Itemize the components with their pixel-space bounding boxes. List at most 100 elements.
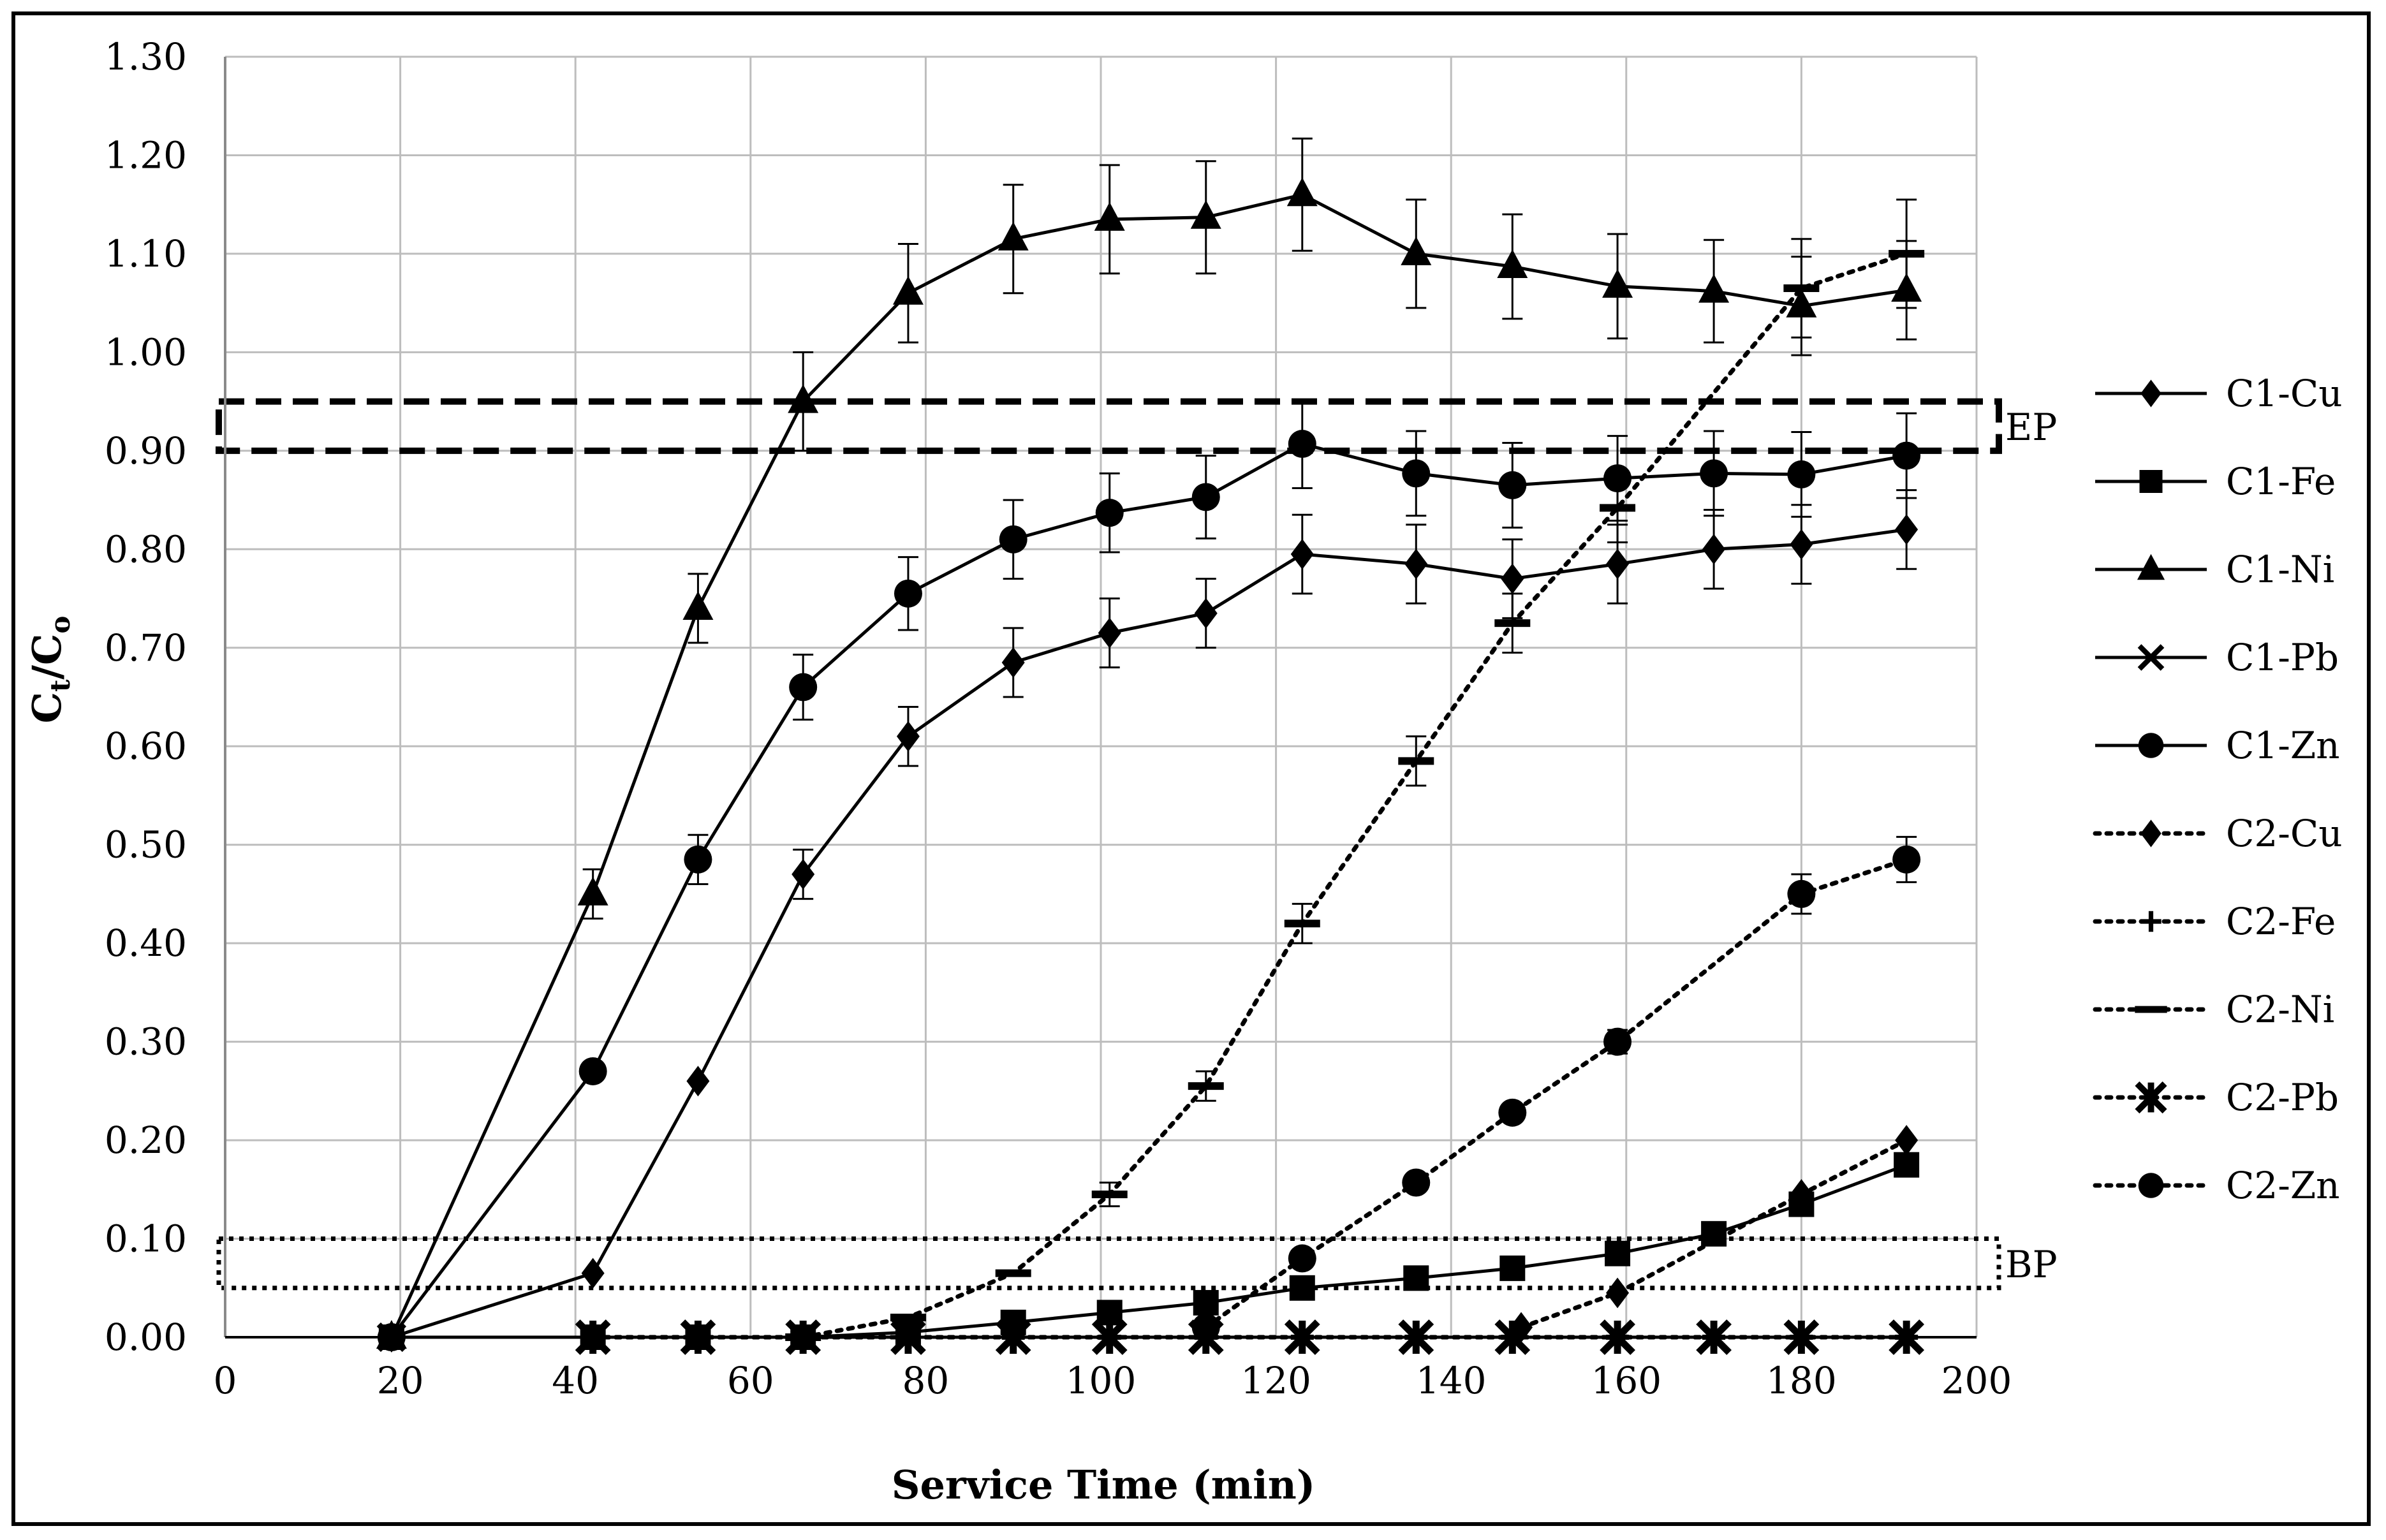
y-axis-title: Ct/Co xyxy=(24,616,76,724)
marker-circle xyxy=(2138,733,2164,758)
marker-asterisk xyxy=(1783,1319,1820,1355)
series-line xyxy=(390,193,1907,1338)
legend-label: C1-Ni xyxy=(2226,548,2334,591)
x-axis-title: Service Time (min) xyxy=(892,1462,1315,1508)
marker-diamond xyxy=(896,721,920,752)
y-tick-label: 1.00 xyxy=(105,330,187,374)
y-tick-label: 0.90 xyxy=(105,429,187,473)
series-c1-cu xyxy=(379,489,1918,1353)
marker-circle xyxy=(894,579,922,608)
marker-circle xyxy=(578,1057,607,1085)
marker-triangle xyxy=(892,275,924,305)
marker-circle xyxy=(1191,483,1220,511)
axes: 0 20 40 60 80 100 120 140 160 180 200 0.00 0.10 0.20 0… xyxy=(105,35,2012,1402)
marker-dash xyxy=(2135,1006,2167,1013)
series-c1-zn xyxy=(377,399,1921,1351)
marker-diamond xyxy=(1290,539,1314,570)
marker-triangle xyxy=(998,221,1029,251)
x-tick-label: 60 xyxy=(727,1359,774,1402)
marker-circle xyxy=(1095,499,1124,527)
legend-entry-c1-zn: C1-Zn xyxy=(2095,724,2340,767)
marker-diamond xyxy=(686,1066,710,1097)
marker-diamond xyxy=(1606,1277,1630,1309)
series-c1-fe xyxy=(378,1152,1920,1350)
marker-square xyxy=(1403,1265,1429,1291)
marker-triangle xyxy=(2137,554,2165,580)
series-c2-ni xyxy=(785,198,1925,1341)
marker-diamond xyxy=(1606,548,1630,580)
legend-label: C2-Ni xyxy=(2226,988,2334,1031)
marker-square xyxy=(1499,1255,1526,1281)
marker-square xyxy=(1193,1289,1219,1316)
marker-triangle xyxy=(1094,202,1125,231)
marker-diamond xyxy=(2140,379,2161,407)
marker-asterisk xyxy=(1398,1319,1434,1355)
threshold-bands: EP BP xyxy=(216,398,2058,1291)
series-layer xyxy=(376,137,1925,1355)
x-tick-label: 120 xyxy=(1241,1359,1311,1402)
marker-circle xyxy=(377,1323,406,1351)
marker-circle xyxy=(1288,430,1316,458)
marker-diamond xyxy=(581,1258,605,1289)
y-tick-label: 0.40 xyxy=(105,921,187,965)
marker-circle xyxy=(1288,1244,1316,1273)
marker-dash xyxy=(1398,757,1434,765)
x-tick-label: 40 xyxy=(552,1359,599,1402)
marker-dash xyxy=(1783,284,1820,292)
marker-asterisk xyxy=(680,1319,716,1355)
marker-diamond xyxy=(1001,647,1025,678)
marker-dash xyxy=(1889,249,1925,258)
marker-diamond xyxy=(1194,598,1218,629)
marker-asterisk xyxy=(1284,1319,1320,1355)
x-tick-label: 0 xyxy=(214,1359,237,1402)
marker-asterisk xyxy=(1494,1319,1531,1355)
series-line xyxy=(390,442,1907,1338)
marker-diamond xyxy=(2140,819,2161,847)
marker-circle xyxy=(789,673,818,701)
legend-label: C2-Zn xyxy=(2226,1164,2340,1207)
band-bp xyxy=(216,1236,2001,1291)
x-tick-label: 160 xyxy=(1591,1359,1661,1402)
legend-label: C2-Fe xyxy=(2226,900,2336,943)
marker-circle xyxy=(1892,441,1921,470)
y-tick-label: 1.20 xyxy=(105,133,187,177)
marker-triangle xyxy=(788,384,819,413)
marker-diamond xyxy=(1098,617,1121,649)
marker-circle xyxy=(1402,459,1431,488)
x-tick-label: 100 xyxy=(1066,1359,1137,1402)
marker-diamond xyxy=(1404,548,1428,580)
marker-dash xyxy=(1600,504,1636,512)
legend-entry-c2-fe: C2-Fe xyxy=(2093,900,2336,943)
x-tick-label: 80 xyxy=(902,1359,949,1402)
y-tick-label: 0.60 xyxy=(105,724,187,768)
x-tick-label: 140 xyxy=(1416,1359,1487,1402)
marker-triangle xyxy=(682,590,714,620)
legend-entry-c2-cu: C2-Cu xyxy=(2093,812,2343,855)
band-ep xyxy=(216,398,2002,454)
marker-diamond xyxy=(1501,563,1524,594)
legend-label: C1-Fe xyxy=(2226,460,2336,503)
series-c2-pb xyxy=(575,1319,1925,1355)
x-tick-label: 20 xyxy=(377,1359,424,1402)
marker-asterisk xyxy=(1696,1319,1732,1355)
x-tick-label: 200 xyxy=(1941,1359,2012,1402)
marker-triangle xyxy=(1190,200,1221,229)
x-tick-label: 180 xyxy=(1766,1359,1837,1402)
marker-triangle xyxy=(1286,177,1318,207)
marker-circle xyxy=(1402,1168,1431,1197)
series-c2-cu xyxy=(1510,1125,1918,1343)
legend-label: C2-Cu xyxy=(2226,812,2343,855)
marker-circle xyxy=(1498,471,1527,499)
marker-triangle xyxy=(1401,236,1432,265)
y-axis-title-slash: /C xyxy=(24,634,70,680)
marker-circle xyxy=(1892,845,1921,874)
series-line xyxy=(800,251,1909,1340)
y-tick-label: 0.30 xyxy=(105,1020,187,1064)
y-tick-label: 0.70 xyxy=(105,626,187,670)
series-line xyxy=(391,527,1907,1339)
y-axis-title-sub1: t xyxy=(45,679,76,692)
y-tick-label: 1.30 xyxy=(105,35,187,78)
marker-circle xyxy=(684,845,712,874)
legend-entry-c2-ni: C2-Ni xyxy=(2093,988,2334,1031)
